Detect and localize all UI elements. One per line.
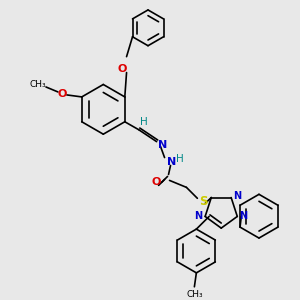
Text: CH₃: CH₃	[186, 290, 203, 299]
Text: CH₃: CH₃	[30, 80, 46, 89]
Text: S: S	[199, 195, 208, 208]
Text: N: N	[158, 140, 167, 150]
Text: O: O	[152, 177, 161, 188]
Text: N: N	[239, 212, 247, 221]
Text: O: O	[57, 89, 67, 99]
Text: O: O	[118, 64, 127, 74]
Text: H: H	[176, 154, 183, 164]
Text: H: H	[140, 117, 148, 127]
Text: N: N	[167, 157, 176, 166]
Text: N: N	[194, 212, 202, 221]
Text: N: N	[233, 190, 241, 201]
